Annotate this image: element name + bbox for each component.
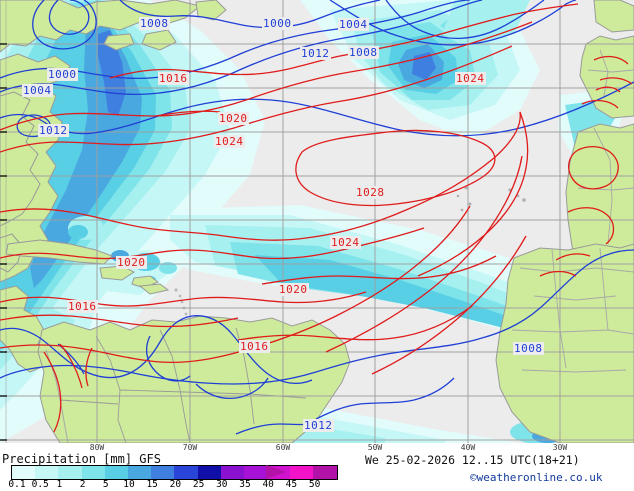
isobar-value: 1020 — [218, 112, 249, 125]
isobar-value: 1020 — [116, 256, 147, 269]
isobar-label-1008: 1008 — [513, 342, 544, 355]
colorbar-tick-45: 45 — [285, 479, 298, 490]
isobar-value: 1012 — [303, 419, 334, 432]
isobar-label-1028: 1028 — [355, 186, 386, 199]
isobar-value: 1024 — [214, 135, 245, 148]
isobar-value: 1008 — [513, 342, 544, 355]
isobar-label-1000: 1000 — [47, 68, 78, 81]
isobar-label-1016: 1016 — [158, 72, 189, 85]
isobar-value: 1020 — [278, 283, 309, 296]
isobar-label-1004: 1004 — [22, 84, 53, 97]
colorbar-tick-2: 2 — [79, 479, 86, 490]
isobar-value: 1016 — [239, 340, 270, 353]
colorbar-swatch-45 — [290, 466, 314, 479]
isobar-label-1024: 1024 — [455, 72, 486, 85]
precipitation-colorbar[interactable] — [11, 465, 338, 480]
colorbar-tick-30: 30 — [216, 479, 228, 490]
isobar-label-1008: 1008 — [348, 46, 379, 59]
longitude-tick-70W: 70W — [182, 443, 198, 452]
isobar-value: 1016 — [158, 72, 189, 85]
isobar-label-1020: 1020 — [116, 256, 147, 269]
longitude-tick-30W: 30W — [552, 443, 568, 452]
isobar-label-1020: 1020 — [218, 112, 249, 125]
isobar-value: 1000 — [262, 17, 293, 30]
isobar-label-1024: 1024 — [330, 236, 361, 249]
isobar-value: 1004 — [338, 18, 369, 31]
colorbar-tick-labels: 0.1 0.5 1 2 5 10 15 20 25 30 35 40 45 50 — [0, 479, 330, 491]
isobar-label-1012: 1012 — [300, 47, 331, 60]
longitude-tick-40W: 40W — [460, 443, 476, 452]
colorbar-tick-10: 10 — [123, 479, 135, 490]
colorbar-tick-1: 1 — [56, 479, 63, 490]
isobar-label-1016: 1016 — [67, 300, 98, 313]
isobar-value: 1000 — [47, 68, 78, 81]
isobar-value: 1024 — [455, 72, 486, 85]
isobar-value: 1024 — [330, 236, 361, 249]
isobars-high — [0, 3, 633, 433]
isobar-label-1008: 1008 — [139, 17, 170, 30]
map-graphics — [0, 0, 634, 443]
colorbar-swatch-35 — [243, 466, 268, 479]
colorbar-swatch-2 — [81, 466, 105, 479]
latitude-ticks — [0, 43, 7, 441]
isobar-label-1016: 1016 — [239, 340, 270, 353]
land-layer — [0, 0, 634, 443]
longitude-tick-50W: 50W — [367, 443, 383, 452]
colorbar-swatch-1 — [58, 466, 82, 479]
chart-title: Precipitation [mm] GFS — [2, 452, 161, 466]
colorbar-tick-20: 20 — [169, 479, 182, 490]
colorbar-tick-15: 15 — [146, 479, 158, 490]
isobar-label-1004: 1004 — [338, 18, 369, 31]
colorbar-tick-50: 50 — [308, 479, 321, 490]
colorbar-swatch-0.1 — [12, 466, 36, 479]
isobar-value: 1016 — [67, 300, 98, 313]
isobar-value: 1012 — [38, 124, 69, 137]
colorbar-overflow-arrow — [266, 465, 286, 479]
colorbar-tick-0.5: 0.5 — [31, 479, 49, 490]
isobar-value: 1028 — [355, 186, 386, 199]
footer-panel: Precipitation [mm] GFS We 25-02-2026 12.… — [0, 452, 634, 490]
isobar-label-1020: 1020 — [278, 283, 309, 296]
colorbar-tick-35: 35 — [239, 479, 251, 490]
copyright-notice: ©weatheronline.co.uk — [470, 471, 603, 484]
isobar-value: 1008 — [348, 46, 379, 59]
colorbar-swatch-20 — [174, 466, 198, 479]
colorbar-swatch-5 — [104, 466, 128, 479]
colorbar-tick-25: 25 — [192, 479, 205, 490]
colorbar-swatch-50 — [313, 466, 337, 479]
isobar-label-1012: 1012 — [38, 124, 69, 137]
colorbar-swatch-30 — [220, 466, 244, 479]
colorbar-swatch-15 — [151, 466, 175, 479]
colorbar-tick-5: 5 — [102, 479, 109, 490]
isobar-value: 1004 — [22, 84, 53, 97]
isobar-value: 1012 — [300, 47, 331, 60]
colorbar-tick-0.1: 0.1 — [8, 479, 26, 490]
model-run-timestamp: We 25-02-2026 12..15 UTC(18+21) — [365, 453, 580, 467]
colorbar-swatch-10 — [127, 466, 152, 479]
isobar-label-1012: 1012 — [303, 419, 334, 432]
map-canvas[interactable]: 1008 1000 1004 1012 1008 1000 1004 1016 1024 1020… — [0, 0, 634, 443]
isobar-label-1000: 1000 — [262, 17, 293, 30]
colorbar-swatch-25 — [197, 466, 221, 479]
longitude-tick-60W: 60W — [275, 443, 291, 452]
colorbar-tick-40: 40 — [262, 479, 274, 490]
longitude-tick-80W: 80W — [89, 443, 105, 452]
isobar-value: 1008 — [139, 17, 170, 30]
isobar-label-1024: 1024 — [214, 135, 245, 148]
longitude-tick-row: 80W 70W 60W 50W 40W 30W — [0, 443, 634, 455]
colorbar-swatch-0.5 — [35, 466, 59, 479]
